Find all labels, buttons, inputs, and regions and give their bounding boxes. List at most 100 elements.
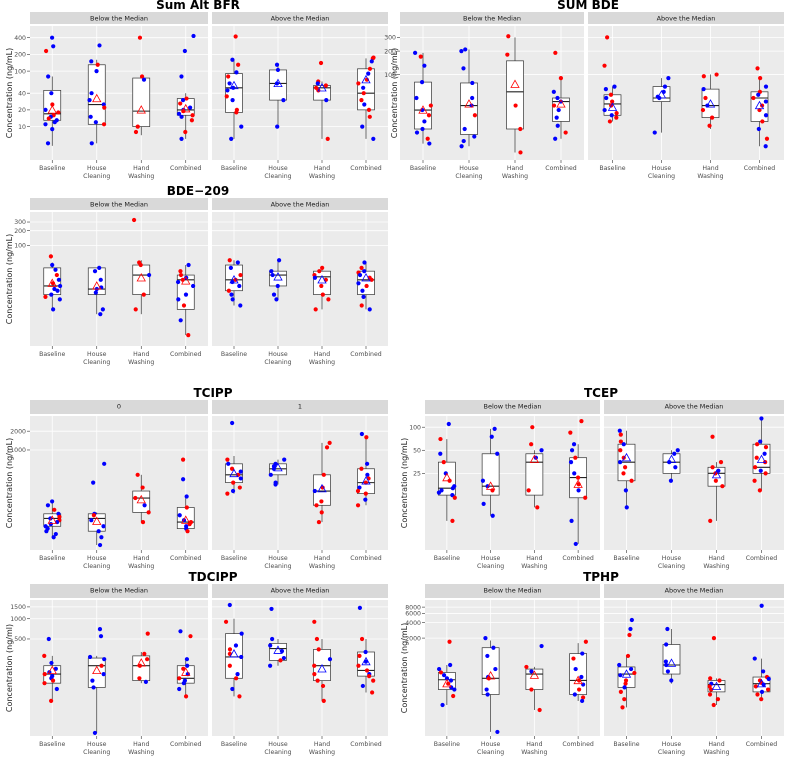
data-point (363, 497, 368, 502)
x-tick-label: Cleaning (658, 749, 685, 756)
data-point (717, 678, 722, 683)
data-point (426, 113, 432, 118)
data-point (42, 681, 47, 686)
data-point (191, 33, 196, 39)
x-tick-label: Combined (170, 741, 202, 748)
data-point (234, 70, 239, 75)
data-point (707, 684, 712, 689)
data-point (472, 134, 477, 139)
x-tick-label: House (662, 555, 682, 562)
mean-marker (273, 78, 283, 88)
data-point (137, 35, 143, 40)
data-point (133, 495, 138, 501)
data-point (711, 702, 716, 708)
y-tick-label: 10 (18, 124, 26, 131)
data-point (752, 656, 757, 661)
x-tick-label: House (268, 165, 288, 172)
mean-marker (756, 454, 767, 464)
mean-marker (656, 89, 667, 99)
tdcipp-chart: TDCIPP Concentration (ng/ml) Below the Med… (5, 570, 388, 756)
data-point (665, 626, 670, 632)
data-point (145, 657, 150, 662)
data-point (756, 126, 761, 132)
mean-marker (464, 99, 474, 108)
data-point (612, 84, 617, 89)
data-point (763, 99, 768, 104)
data-point (763, 144, 768, 149)
data-point (605, 35, 610, 40)
data-point (188, 634, 193, 639)
data-point (539, 643, 544, 649)
data-point (312, 275, 318, 280)
data-point (175, 279, 181, 285)
data-point (357, 485, 362, 490)
data-point (102, 461, 107, 466)
data-point (361, 91, 366, 96)
data-point (440, 702, 445, 708)
data-point (759, 603, 764, 608)
data-point (754, 455, 759, 460)
panel-background (30, 416, 208, 550)
data-point (580, 651, 585, 656)
box (225, 73, 243, 113)
mean-marker (485, 670, 496, 680)
x-tick-label: Washing (521, 563, 547, 570)
data-point (97, 627, 103, 632)
data-point (700, 107, 706, 113)
data-point (575, 475, 581, 480)
data-point (428, 103, 433, 108)
y-tick-label: 2000 (10, 428, 26, 435)
data-point (181, 666, 186, 671)
data-point (618, 673, 623, 678)
data-point (361, 85, 366, 90)
data-point (483, 635, 488, 641)
x-tick-label: Cleaning (264, 173, 291, 180)
data-point (102, 657, 107, 662)
data-point (227, 81, 232, 86)
data-point (312, 619, 317, 624)
data-point (713, 478, 718, 483)
x-tick-label: Hand (314, 555, 330, 562)
data-point (146, 272, 152, 278)
data-point (184, 494, 189, 499)
data-point (43, 48, 49, 54)
data-point (668, 478, 674, 483)
box (662, 453, 681, 474)
y-tick-label: 100 (409, 424, 421, 431)
data-point (98, 312, 103, 317)
data-point (269, 606, 274, 612)
x-tick-label: Cleaning (477, 749, 504, 756)
chart-title: TCIPP (193, 386, 232, 400)
data-point (180, 457, 186, 462)
data-point (367, 114, 372, 119)
data-point (629, 617, 634, 623)
data-point (137, 676, 142, 681)
facet-strip (30, 400, 208, 414)
data-point (178, 629, 183, 634)
data-point (231, 480, 236, 485)
data-point (268, 472, 273, 477)
data-point (318, 60, 324, 66)
x-tick-label: Combined (562, 555, 594, 562)
data-point (90, 678, 95, 683)
data-point (419, 80, 425, 85)
data-point (438, 436, 443, 442)
data-point (762, 451, 767, 456)
x-tick-label: Cleaning (477, 563, 504, 570)
data-point (236, 62, 241, 67)
data-point (607, 119, 613, 124)
data-point (490, 513, 495, 518)
mean-marker (47, 515, 57, 524)
data-point (362, 102, 367, 107)
data-point (133, 307, 138, 312)
box (525, 453, 544, 496)
y-tick-label: 100 (384, 72, 396, 79)
y-tick-label: 50 (413, 447, 421, 454)
x-tick-label: Combined (562, 741, 594, 748)
data-point (183, 694, 189, 699)
box (132, 490, 151, 513)
mean-marker (607, 102, 618, 111)
data-point (91, 685, 96, 690)
data-point (614, 115, 619, 120)
data-point (371, 678, 376, 683)
